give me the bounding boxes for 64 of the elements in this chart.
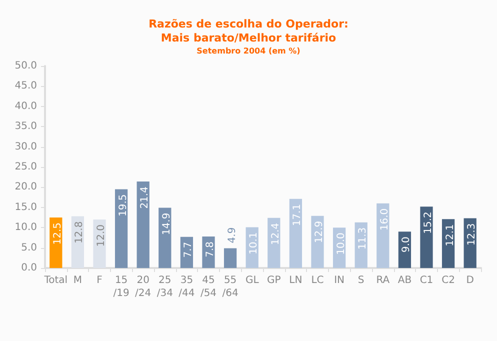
y-tick-label: 45.0 [14,80,37,92]
data-label: 4.9 [226,227,238,244]
data-label: 12.0 [96,224,107,247]
x-tick-label: LN [289,275,302,286]
y-tick-label: 5.0 [21,242,37,254]
bar [93,220,106,268]
bar [202,236,215,268]
data-label: 10.0 [336,232,347,255]
data-label: 16.0 [379,208,390,231]
data-label: 19.5 [118,194,129,216]
data-label: 21.4 [140,186,151,209]
data-label: 12.9 [314,220,325,244]
x-tick-label: C1 [420,275,434,286]
data-label: 17.1 [292,204,304,226]
data-label: 7.7 [183,242,194,258]
y-tick-label: 35.0 [14,121,37,132]
y-tick-label: 15.0 [14,202,37,213]
chart-subtitle: Setembro 2004 (em %) [196,46,300,56]
x-tick-label: LC [311,275,324,286]
bar [289,198,302,268]
x-tick-label: GP [267,275,281,286]
y-tick-label: 10.0 [14,222,37,234]
x-tick-label: S [358,275,364,286]
y-tick-label: 0.0 [21,262,37,274]
bar [136,182,150,268]
data-label: 11.3 [358,227,369,250]
x-tick-label: M [73,275,82,286]
data-label: 12.1 [444,224,456,246]
x-tick-label: 15 /19 [113,275,130,299]
bar [420,206,433,268]
x-tick-label: GL [245,275,260,286]
data-label: 12.5 [52,222,64,245]
x-tick-label: AB [398,275,412,286]
x-tick-label: D [466,275,474,286]
data-label: 12.8 [74,221,86,244]
x-tick-label: 55 /64 [222,275,238,299]
bar [114,189,128,268]
data-label: 9.0 [401,236,412,253]
y-tick-label: 30.0 [14,141,37,152]
data-label: 7.8 [205,241,216,258]
data-label: 12.3 [466,223,478,246]
bar [158,208,172,268]
y-tick-label: 40.0 [14,100,37,112]
x-tick-label: IN [334,275,345,286]
chart-title: Razões de escolha do Operador: Mais barato/Melhor tarifário [148,18,348,44]
data-label: 14.9 [161,212,172,236]
y-tick-label: 50.0 [14,60,37,72]
y-tick-label: 25.0 [14,162,37,172]
bar [376,203,390,268]
y-tick-label: 20.0 [14,182,37,193]
x-tick-label: F [96,275,103,286]
x-tick-label: 20 /24 [135,275,152,299]
bar [224,248,237,268]
x-tick-label: RA [376,275,390,286]
x-tick-label: Total [43,275,68,286]
data-label: 10.1 [248,232,260,254]
x-tick-label: 25 /34 [156,275,173,299]
bar [442,219,455,268]
data-label: 12.4 [270,222,282,246]
data-label: 15.2 [423,212,434,234]
x-tick-label: 45 /54 [200,275,217,299]
x-tick-label: 35 /44 [178,275,195,299]
x-tick-label: C2 [442,275,455,286]
bar [311,216,324,268]
